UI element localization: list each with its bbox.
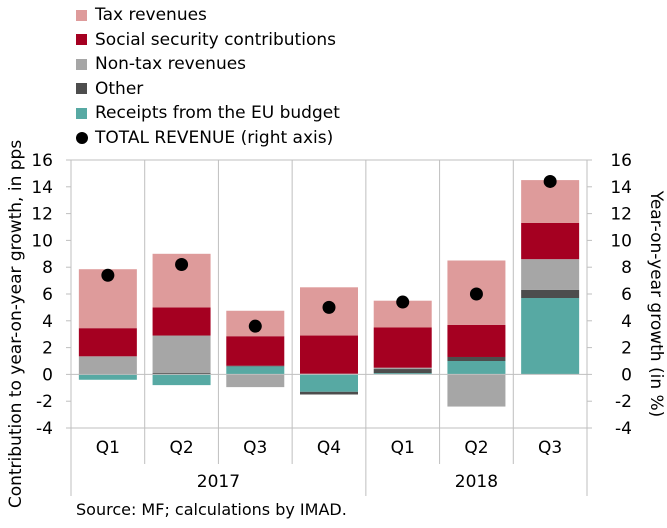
y2-tick-label: 12	[610, 205, 632, 225]
bar-other	[373, 369, 432, 374]
x-tick-label: Q1	[96, 438, 120, 458]
y2-tick-label: 6	[621, 285, 632, 305]
legend-label: Receipts from the EU budget	[95, 103, 340, 124]
total-revenue-marker	[543, 174, 557, 188]
bar-non-tax-revenues	[373, 367, 432, 370]
bar-receipts-from-the-eu-budget	[78, 374, 137, 380]
bar-non-tax-revenues	[226, 374, 285, 388]
y-tick-label: -4	[36, 419, 53, 439]
bar-non-tax-revenues	[152, 335, 211, 374]
y2-axis-title: Year-on-year growth (in %)	[646, 190, 666, 418]
bar-social-security-contributions	[300, 335, 358, 374]
legend-label: Social security contributions	[95, 29, 336, 50]
bar-social-security-contributions	[152, 307, 211, 336]
y-tick-label: 10	[31, 231, 53, 251]
legend: Tax revenues Social security contribution…	[75, 3, 340, 151]
bar-other	[447, 356, 506, 361]
bar-receipts-from-the-eu-budget	[373, 373, 432, 375]
x-tick-label: Q3	[538, 438, 562, 458]
year-label-2018: 2018	[455, 472, 498, 492]
bar-social-security-contributions	[447, 324, 506, 357]
legend-swatch	[76, 107, 87, 119]
total-revenue-marker	[469, 287, 483, 301]
y-tick-label: 0	[42, 365, 53, 385]
y-tick-label: 12	[31, 205, 53, 225]
y-tick-label: 16	[31, 151, 53, 171]
bar-other	[300, 391, 358, 395]
y2-tick-label: 16	[610, 151, 632, 171]
y2-tick-label: 2	[621, 339, 632, 359]
total-revenue-marker	[175, 258, 189, 272]
legend-item-total-revenue-right-axis: TOTAL REVENUE (right axis)	[75, 126, 340, 151]
bar-other	[226, 365, 285, 367]
legend-swatch	[76, 83, 87, 95]
legend-label: TOTAL REVENUE (right axis)	[95, 127, 334, 148]
x-tick-label: Q3	[243, 438, 267, 458]
y-tick-label: 6	[42, 285, 53, 305]
legend-swatch	[76, 34, 87, 46]
y2-tick-label: -4	[615, 419, 632, 439]
legend-item-non-tax-revenues: Non-tax revenues	[76, 52, 340, 77]
legend-label: Non-tax revenues	[95, 54, 247, 75]
legend-label: Tax revenues	[95, 5, 207, 26]
x-tick-label: Q4	[317, 438, 341, 458]
y-axis-title: Contribution to year-on-year growth, in …	[6, 140, 26, 508]
bar-receipts-from-the-eu-budget	[226, 366, 285, 375]
y2-tick-label: -2	[615, 392, 632, 412]
bar-receipts-from-the-eu-budget	[447, 361, 506, 375]
bar-social-security-contributions	[226, 336, 285, 366]
bar-receipts-from-the-eu-budget	[300, 374, 358, 392]
total-revenue-marker	[396, 295, 410, 309]
bar-other	[521, 289, 580, 299]
y2-tick-label: 14	[610, 178, 632, 198]
year-label-2017: 2017	[197, 472, 240, 492]
legend-swatch	[75, 131, 88, 144]
x-tick-label: Q1	[391, 438, 415, 458]
bar-non-tax-revenues	[447, 374, 506, 407]
legend-item-social-security-contributions: Social security contributions	[76, 28, 340, 53]
x-tick-label: Q2	[464, 438, 488, 458]
bar-other	[152, 373, 211, 375]
bar-receipts-from-the-eu-budget	[521, 298, 580, 375]
total-revenue-marker	[101, 268, 115, 282]
y-tick-label: 14	[31, 178, 53, 198]
y-tick-label: 8	[42, 258, 53, 278]
y-tick-label: 2	[42, 339, 53, 359]
y-tick-label: 4	[42, 312, 53, 332]
bar-receipts-from-the-eu-budget	[152, 374, 211, 386]
y2-tick-label: 4	[621, 312, 632, 332]
bar-non-tax-revenues	[521, 259, 580, 290]
total-revenue-marker	[322, 300, 336, 314]
bar-social-security-contributions	[373, 327, 432, 368]
x-tick-label: Q2	[169, 438, 193, 458]
bar-social-security-contributions	[521, 222, 580, 260]
y-tick-label: -2	[36, 392, 53, 412]
legend-label: Other	[95, 78, 144, 99]
source-note: Source: MF; calculations by IMAD.	[76, 500, 347, 519]
bar-non-tax-revenues	[78, 356, 137, 374]
y2-tick-label: 10	[610, 231, 632, 251]
legend-item-tax-revenues: Tax revenues	[76, 3, 340, 28]
y2-tick-label: 8	[621, 258, 632, 278]
legend-item-receipts-from-the-eu-budget: Receipts from the EU budget	[76, 101, 340, 126]
legend-swatch	[76, 9, 87, 21]
bar-social-security-contributions	[78, 328, 137, 357]
legend-item-other: Other	[76, 77, 340, 102]
y2-tick-label: 0	[621, 365, 632, 385]
legend-swatch	[76, 58, 87, 70]
total-revenue-marker	[248, 319, 262, 333]
